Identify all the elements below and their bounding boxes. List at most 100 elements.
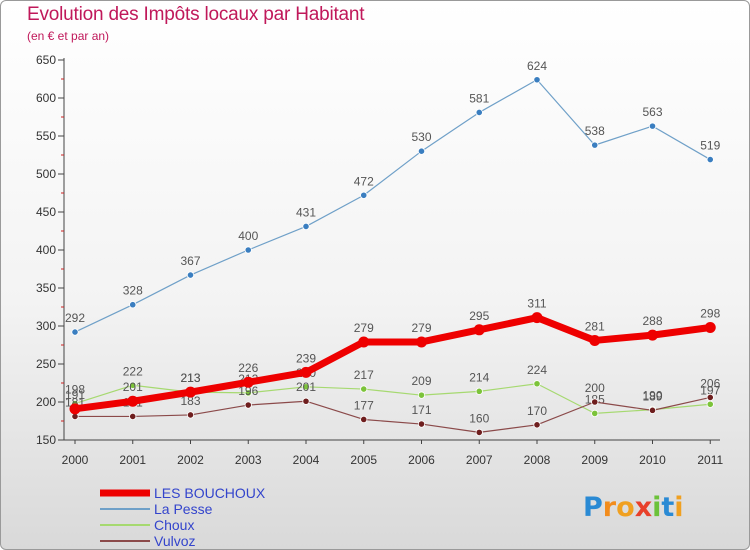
data-point-choux	[360, 385, 368, 393]
data-point-choux	[706, 400, 714, 408]
data-point-choux	[475, 387, 483, 395]
data-label-vulvoz: 189	[642, 389, 662, 403]
data-point-les-bouchoux	[589, 334, 601, 346]
data-label-choux: 217	[354, 368, 374, 382]
data-point-la-pesse	[591, 141, 599, 149]
data-point-la-pesse	[475, 108, 483, 117]
data-point-la-pesse	[417, 147, 426, 155]
data-label-les-bouchoux: 226	[238, 361, 258, 375]
logo-letter: i	[652, 492, 661, 523]
data-point-vulvoz	[648, 406, 657, 414]
data-label-la-pesse: 431	[296, 205, 316, 219]
y-tick-label: 600	[36, 91, 56, 105]
logo-letter: t	[661, 492, 674, 523]
y-tick-label: 450	[36, 205, 56, 219]
data-point-choux	[591, 409, 599, 417]
data-point-vulvoz	[360, 415, 368, 424]
data-point-vulvoz	[417, 420, 426, 428]
data-label-les-bouchoux: 239	[296, 351, 316, 365]
data-label-choux: 198	[65, 383, 85, 397]
x-tick-label: 2006	[408, 453, 435, 467]
data-label-choux: 213	[180, 371, 200, 385]
data-point-choux	[417, 391, 426, 399]
data-label-choux: 197	[700, 383, 720, 397]
data-label-choux: 224	[527, 363, 547, 377]
series-line-la-pesse	[74, 79, 711, 333]
data-label-les-bouchoux: 311	[527, 297, 546, 311]
data-point-les-bouchoux	[473, 324, 485, 336]
data-point-les-bouchoux	[647, 329, 658, 341]
legend-label-les-bouchoux: LES BOUCHOUX	[154, 485, 266, 501]
data-label-les-bouchoux: 191	[65, 388, 85, 402]
y-tick-label: 550	[36, 129, 56, 143]
data-label-la-pesse: 519	[700, 139, 720, 153]
data-label-la-pesse: 624	[527, 59, 547, 73]
chart-subtitle: (en € et par an)	[27, 29, 110, 43]
data-label-choux: 222	[123, 364, 143, 378]
data-label-les-bouchoux: 281	[585, 319, 605, 333]
y-tick-label: 150	[36, 433, 56, 447]
x-tick-label: 2004	[293, 453, 320, 467]
series-line-les-bouchoux	[71, 314, 714, 413]
logo-letter: P	[583, 492, 603, 523]
data-label-la-pesse: 581	[469, 91, 489, 105]
y-tick-label: 250	[36, 357, 56, 371]
data-point-choux	[302, 383, 310, 391]
x-tick-label: 2011	[697, 453, 723, 467]
data-label-choux: 209	[411, 374, 431, 388]
data-label-la-pesse: 400	[238, 229, 258, 243]
x-tick-label: 2010	[639, 453, 666, 467]
series-line-vulvoz	[74, 396, 711, 433]
y-tick-label: 200	[36, 395, 56, 409]
data-point-la-pesse	[186, 271, 195, 279]
logo-letter: r	[603, 492, 617, 523]
data-label-les-bouchoux: 279	[354, 321, 374, 335]
data-label-vulvoz: 183	[180, 394, 200, 408]
data-point-la-pesse	[706, 155, 714, 164]
x-tick-label: 2003	[235, 453, 262, 467]
data-point-les-bouchoux	[242, 376, 254, 388]
data-point-les-bouchoux	[358, 336, 370, 348]
data-point-vulvoz	[244, 401, 252, 409]
legend-label-vulvoz: Vulvoz	[154, 533, 196, 549]
legend-label-choux: Choux	[154, 517, 194, 533]
x-tick-label: 2001	[119, 453, 146, 467]
data-label-vulvoz: 160	[469, 411, 489, 425]
data-label-les-bouchoux: 213	[180, 371, 200, 385]
data-label-les-bouchoux: 201	[123, 380, 143, 394]
data-label-vulvoz: 201	[296, 380, 316, 394]
x-tick-label: 2009	[581, 453, 608, 467]
logo-letter: o	[616, 492, 635, 523]
data-label-la-pesse: 563	[642, 105, 662, 119]
data-label-vulvoz: 206	[700, 376, 720, 390]
data-point-vulvoz	[475, 428, 483, 436]
data-point-choux	[244, 389, 252, 397]
data-point-la-pesse	[648, 122, 657, 130]
data-label-les-bouchoux: 288	[642, 314, 662, 328]
data-point-la-pesse	[302, 222, 310, 231]
y-tick-label: 300	[36, 319, 56, 333]
data-label-les-bouchoux: 295	[469, 309, 489, 323]
data-point-vulvoz	[533, 421, 541, 429]
x-tick-label: 2000	[62, 453, 89, 467]
x-tick-label: 2008	[524, 453, 551, 467]
data-label-la-pesse: 538	[585, 124, 605, 138]
x-tick-label: 2007	[466, 453, 493, 467]
data-point-la-pesse	[360, 191, 368, 199]
data-label-vulvoz: 170	[527, 404, 547, 418]
y-tick-label: 500	[36, 167, 56, 181]
data-label-la-pesse: 328	[123, 284, 143, 298]
y-tick-label: 350	[36, 281, 56, 295]
data-point-les-bouchoux	[300, 366, 312, 378]
data-label-vulvoz: 171	[411, 403, 431, 417]
data-point-la-pesse	[244, 246, 252, 254]
data-point-les-bouchoux	[69, 403, 81, 415]
data-label-les-bouchoux: 298	[700, 307, 720, 321]
data-label-vulvoz: 200	[585, 381, 605, 395]
x-tick-label: 2002	[177, 453, 204, 467]
data-label-choux: 190	[642, 389, 662, 403]
data-label-la-pesse: 367	[180, 254, 200, 268]
data-point-les-bouchoux	[416, 336, 427, 348]
